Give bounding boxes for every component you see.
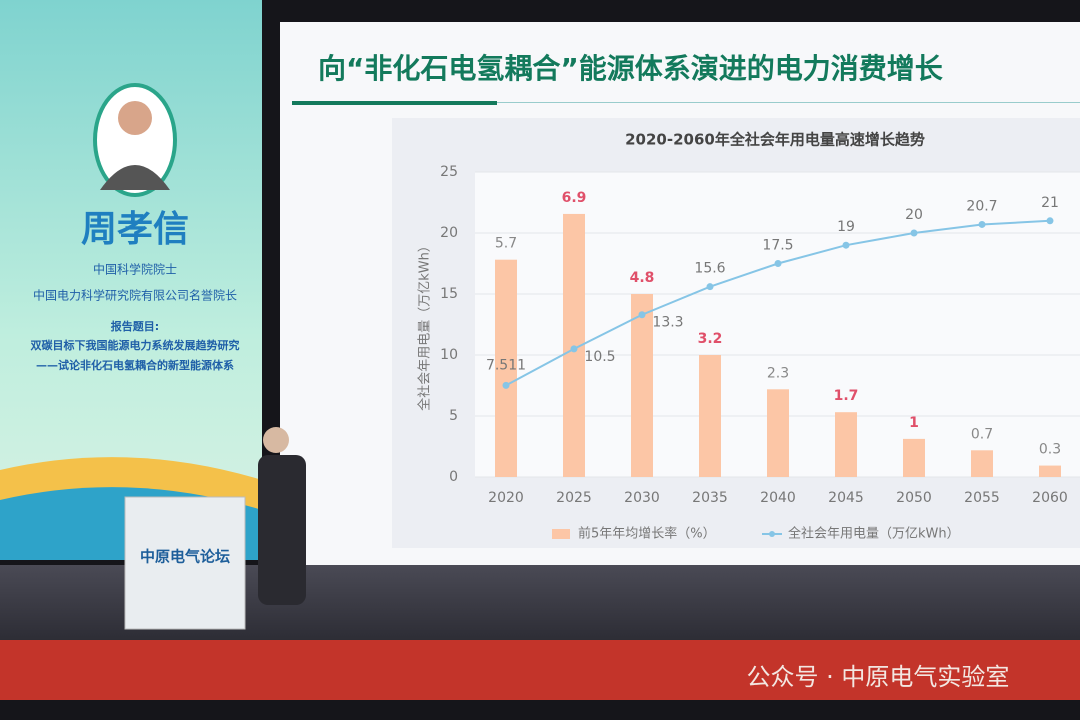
- stage-front: [0, 640, 1080, 700]
- data-label: 0.7: [971, 426, 993, 442]
- data-label: 6.9: [562, 190, 587, 206]
- y-tick-label: 20: [440, 225, 458, 241]
- data-label: 7.511: [486, 357, 526, 373]
- y-tick-label: 10: [440, 347, 458, 363]
- y-axis-label: 全社会年用电量（万亿kWh）: [417, 239, 433, 411]
- x-tick-label: 2030: [624, 490, 660, 506]
- speaker-name: 周孝信: [81, 208, 189, 250]
- legend-label: 前5年年均增长率（%）: [578, 526, 716, 542]
- line-point: [842, 241, 850, 249]
- title-rule: [292, 101, 497, 105]
- slide-title: 向“非化石电氢耦合”能源体系演进的电力消费增长: [318, 52, 943, 85]
- legend-swatch: [552, 529, 570, 539]
- line-point: [570, 345, 578, 353]
- chart-title: 2020-2060年全社会年用电量高速增长趋势: [625, 131, 925, 149]
- line-point: [1046, 217, 1054, 225]
- data-label: 10.5: [584, 349, 615, 365]
- data-label: 4.8: [630, 270, 655, 286]
- data-label: 1: [909, 415, 919, 431]
- portrait-face: [118, 101, 152, 135]
- topic: ——试论非化石电氢耦合的新型能源体系: [36, 358, 234, 372]
- x-tick-label: 2050: [896, 490, 932, 506]
- data-label: 2.3: [767, 365, 789, 381]
- speaker: [258, 455, 306, 605]
- title-rule: [497, 102, 1080, 103]
- x-tick-label: 2055: [964, 490, 1000, 506]
- x-tick-label: 2025: [556, 490, 592, 506]
- y-tick-label: 15: [440, 286, 458, 302]
- legend-label: 全社会年用电量（万亿kWh）: [788, 526, 960, 542]
- speaker-portrait: [93, 83, 177, 197]
- line-point: [638, 311, 646, 319]
- x-tick-label: 2035: [692, 490, 728, 506]
- data-label: 20: [905, 207, 923, 223]
- y-tick-label: 5: [449, 408, 458, 424]
- y-tick-label: 25: [440, 164, 458, 180]
- x-tick-label: 2060: [1032, 490, 1068, 506]
- legend-swatch: [769, 531, 775, 537]
- bar: [903, 438, 925, 477]
- portrait-suit: [100, 165, 170, 190]
- data-label: 20.7: [966, 198, 997, 214]
- speaker-title: 中国科学院院士: [93, 262, 177, 277]
- data-label: 15.6: [694, 261, 725, 277]
- data-label: 13.3: [652, 315, 683, 331]
- x-tick-label: 2040: [760, 490, 796, 506]
- data-label: 1.7: [834, 388, 859, 404]
- bar: [631, 294, 653, 477]
- line-point: [910, 229, 918, 237]
- speaker-head: [263, 427, 289, 453]
- line-point: [502, 381, 510, 389]
- podium: [124, 496, 246, 630]
- bar: [767, 389, 789, 477]
- y-tick-label: 0: [449, 469, 458, 485]
- watermark: 公众号 · 中原电气实验室: [747, 663, 1010, 691]
- data-label: 5.7: [495, 236, 517, 252]
- speaker-title: 中国电力科学研究院有限公司名誉院长: [33, 288, 237, 303]
- data-label: 21: [1041, 195, 1059, 211]
- line-point: [706, 283, 714, 291]
- data-label: 0.3: [1039, 442, 1061, 458]
- data-label: 3.2: [698, 331, 723, 347]
- bar: [1039, 465, 1061, 477]
- line-point: [774, 260, 782, 267]
- bar: [835, 412, 857, 477]
- bar: [699, 355, 721, 477]
- line-point: [978, 220, 986, 228]
- bar: [495, 259, 517, 477]
- data-label: 19: [837, 219, 855, 235]
- bar: [971, 450, 993, 477]
- podium-label: 中原电气论坛: [140, 548, 230, 566]
- x-tick-label: 2020: [488, 490, 524, 506]
- data-label: 17.5: [762, 238, 793, 254]
- x-tick-label: 2045: [828, 490, 864, 506]
- topic: 双碳目标下我国能源电力系统发展趋势研究: [31, 338, 240, 352]
- topic-label: 报告题目:: [111, 319, 159, 333]
